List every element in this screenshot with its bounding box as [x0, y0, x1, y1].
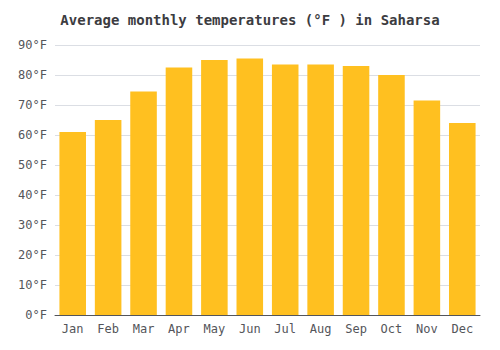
- svg-text:Nov: Nov: [416, 322, 438, 336]
- svg-text:Aug: Aug: [310, 322, 332, 336]
- svg-text:Jan: Jan: [62, 322, 84, 336]
- svg-text:Oct: Oct: [381, 322, 403, 336]
- svg-text:Sep: Sep: [345, 322, 367, 336]
- svg-text:10°F: 10°F: [18, 278, 47, 292]
- svg-text:Mar: Mar: [133, 322, 155, 336]
- svg-text:50°F: 50°F: [18, 158, 47, 172]
- svg-text:Average monthly temperatures (: Average monthly temperatures (°F ) in Sa…: [60, 12, 439, 28]
- svg-text:May: May: [204, 322, 226, 336]
- svg-text:40°F: 40°F: [18, 188, 47, 202]
- svg-text:90°F: 90°F: [18, 38, 47, 52]
- svg-text:Jun: Jun: [239, 322, 261, 336]
- svg-text:20°F: 20°F: [18, 248, 47, 262]
- svg-text:80°F: 80°F: [18, 68, 47, 82]
- svg-text:Dec: Dec: [451, 322, 473, 336]
- svg-text:0°F: 0°F: [25, 308, 47, 322]
- svg-text:70°F: 70°F: [18, 98, 47, 112]
- svg-text:Jul: Jul: [274, 322, 296, 336]
- svg-text:30°F: 30°F: [18, 218, 47, 232]
- svg-text:Apr: Apr: [168, 322, 190, 336]
- svg-text:60°F: 60°F: [18, 128, 47, 142]
- svg-text:Feb: Feb: [97, 322, 119, 336]
